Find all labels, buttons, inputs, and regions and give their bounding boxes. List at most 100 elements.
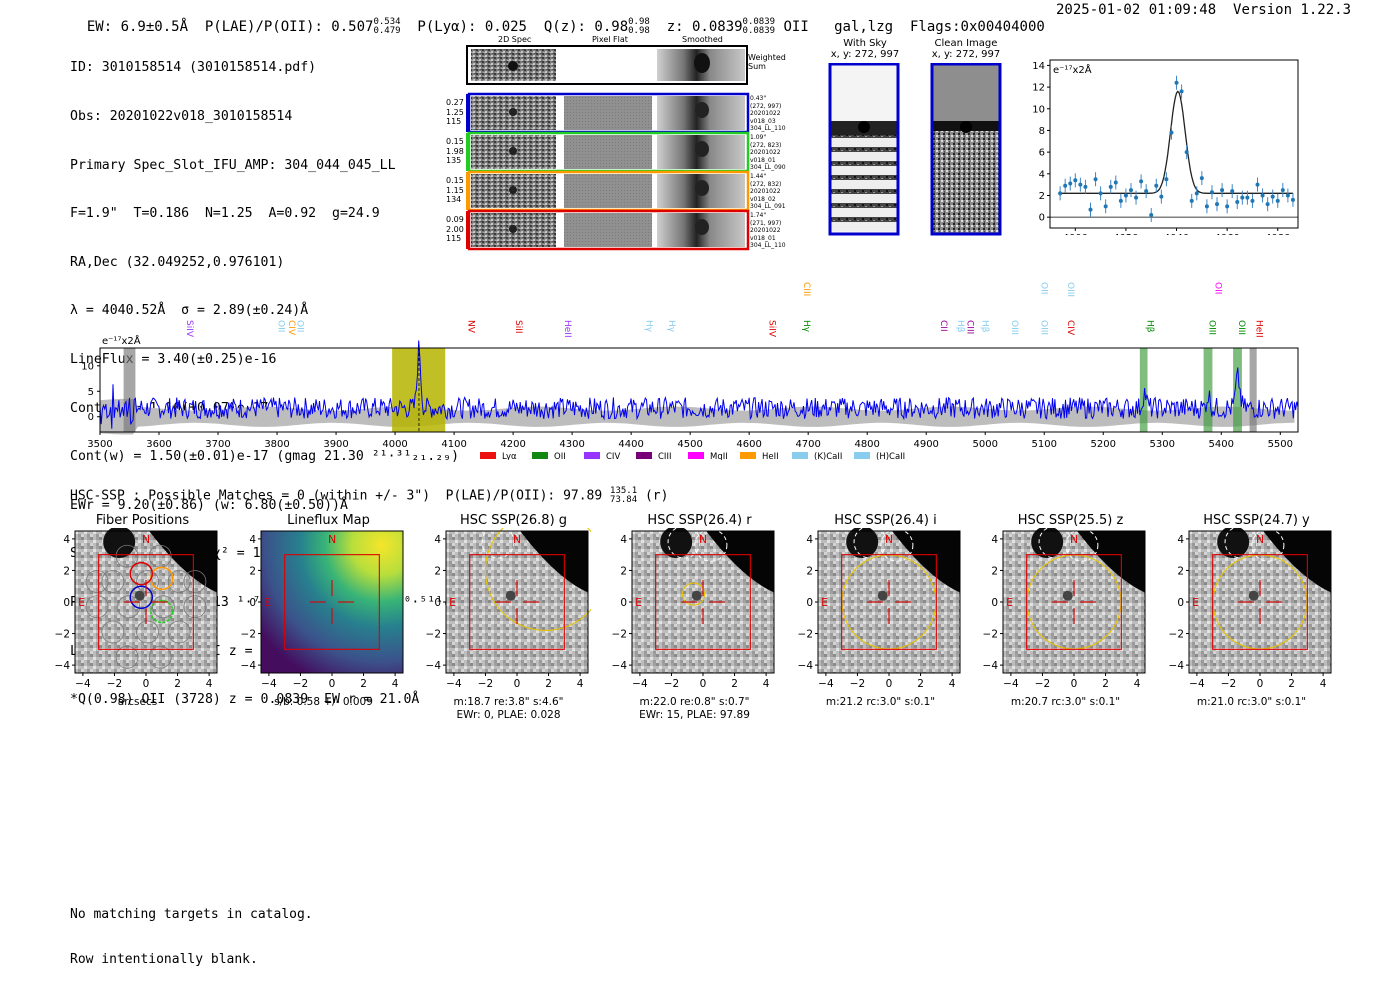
fit-data-point [1209,190,1214,195]
panel-ytick-label: 0 [991,597,998,609]
panel-xtick-label: 0 [329,678,336,690]
panel-title: HSC SSP(24.7) y [1203,513,1310,528]
spectrum-xtick-label: 3900 [323,439,348,450]
hsc-band: (r) [644,488,669,504]
spectrum-line-label: Hβ [979,320,989,333]
panel-caption: m:22.0 re:0.8" s:0.7" EWr: 15, PLAE: 97.8… [602,696,787,722]
cutout-row-meta: 1.09" (272, 823) 20201022 v018_01 304_LL_090 [750,134,786,172]
spectrum-line-label: OIII [1207,320,1217,335]
north-label: N [513,533,521,546]
spectrum-xtick-label: 5100 [1032,439,1057,450]
cutout-meta-line: (272, 832) [750,180,782,188]
spectrum-xtick-label: 4300 [559,439,584,450]
fit-data-point [1118,198,1123,203]
panel-xtick-label: 4 [763,678,770,690]
fit-data-point [1154,183,1159,188]
fov-box [655,554,751,650]
line-fit-chart: e⁻¹⁷x2Å 0 2 4 6 8 10 12 14 4000 4020 4040 4060 4080 [1032,59,1299,235]
cutout-row-meta: 0.43" (272, 997) 20201022 v018_03 304_LL_110 [750,95,786,133]
cutout-meta-line: 1.09" [750,134,767,141]
panel-ytick-label: −2 [1169,629,1184,641]
fit-ylabel: e⁻¹⁷x2Å [1053,63,1092,76]
fov-box [469,554,565,650]
fiber-circle [136,570,159,593]
fit-data-point [1280,188,1285,193]
panel-xtick-label: −4 [1189,678,1205,690]
cutout-meta-line: v018_01 [750,156,776,164]
panel-xtick-label: −4 [1003,678,1019,690]
header-q: Q(z): 0.98 [543,19,629,35]
legend-swatch [584,452,600,459]
hsc-plae-lo: 73.84 [610,495,638,505]
fit-data-point [1164,177,1169,182]
fov-box [841,554,937,650]
header-plae: P(LAE)/P(OII): 0.507 [204,19,374,35]
east-label: E [821,596,828,609]
fit-data-point [1230,189,1235,194]
fit-data-point [1139,179,1144,184]
north-label: N [699,533,707,546]
cutout-stat: 0.09 [446,215,464,224]
fit-data-point [1149,212,1154,217]
fit-ytick-label: 0 [1039,213,1045,224]
spectrum-xtick-label: 4100 [441,439,466,450]
spectrum-xtick-label: 4600 [736,439,761,450]
spectrum-line-label: OIII [1038,320,1048,335]
spectrum-line-label: OIII [1236,320,1246,335]
panel-caption-line: m:21.0 rc:3.0" s:0.1" [1196,696,1307,708]
fov-box [284,554,380,650]
fit-data-point [1194,191,1199,196]
legend-swatch [740,452,756,459]
header-flags: Flags:0x00404000 [909,19,1045,35]
header-plae-hi: 0.534 [373,17,401,27]
spectrum-line-label: Hγ [801,320,811,333]
with-sky-frame [828,63,900,236]
fit-data-point [1098,191,1103,196]
header-stats: EW: 6.9±0.5Å P(LAE)/P(OII): 0.507 0.534 0.… [70,2,1045,36]
panel-ytick-label: 2 [991,565,998,577]
fit-data-point [1159,194,1164,199]
imaging-panel: N E −4 −2 0 2 4 4 2 0 −2 −4 [426,528,591,690]
spectrum-line-label: Hβ [955,320,965,333]
panel-xtick-label: 4 [1320,678,1327,690]
bright-source-region [706,531,774,593]
fit-data-point [1290,197,1295,202]
fit-data-point [1245,195,1250,200]
east-label: E [78,596,85,609]
spectrum-line-label: CIV [1065,320,1075,336]
bright-source-region [520,531,588,593]
panel-caption-line: EWr: 0, PLAE: 0.028 [456,709,561,721]
spectrum-xtick-label: 5500 [1268,439,1293,450]
panel-ytick-label: 2 [1177,565,1184,577]
panel-caption: m:21.2 rc:3.0" s:0.1" [788,696,973,709]
panel-ytick-label: 0 [806,597,813,609]
full-spectrum-chart: e⁻¹⁷x2Å 0 5 10 3500 3600 3700 3800 3900 4000 4100 4… [81,282,1299,460]
panel-xtick-label: −2 [478,678,493,690]
fit-data-point [1169,130,1174,135]
legend-label: (K)CaII [814,452,842,460]
imaging-panel: N E −4 −2 0 2 4 4 2 0 −2 −4 [1169,528,1332,690]
cutout-meta-line: (272, 997) [750,102,782,110]
info-line: *Q(0.98) OII (3728) z = 0.0839 EW r = 21… [70,692,420,708]
cutout-row-meta: 1.74" (271, 997) 20201022 v018_01 304_LL_110 [750,212,786,250]
fit-data-point [1250,198,1255,203]
fiber-circle [115,544,139,568]
cutout-meta-line: 20201022 [750,188,781,196]
north-label: N [328,533,336,546]
header-right: 2025-01-02 01:09:48 Version 1.22.3 [1056,2,1351,18]
spectrum-highlight-region [1233,348,1242,432]
panel-caption: s/b: 0.58 +/- 0.009 [231,696,416,709]
spectrum-line-label: HeII [1254,320,1264,338]
spectrum-ytick-label: 5 [88,387,94,398]
legend-label: (H)CaII [876,452,905,460]
fov-box [1212,554,1308,650]
imaging-panel: N E −4 −2 0 2 4 4 2 0 −2 −4 [241,530,404,690]
spectrum-highlight-region [123,348,136,432]
cutout-meta-line: 304_LL_110 [750,242,786,250]
header-z: z: 0.0839 [666,19,743,35]
spectrum-xtick-label: 4000 [382,439,407,450]
spectrum-line-label: OIII [1009,320,1019,335]
fit-data-point [1189,198,1194,203]
catalog-footer: No matching targets in catalog. Row inte… [70,877,313,982]
aperture-circle [484,528,591,631]
